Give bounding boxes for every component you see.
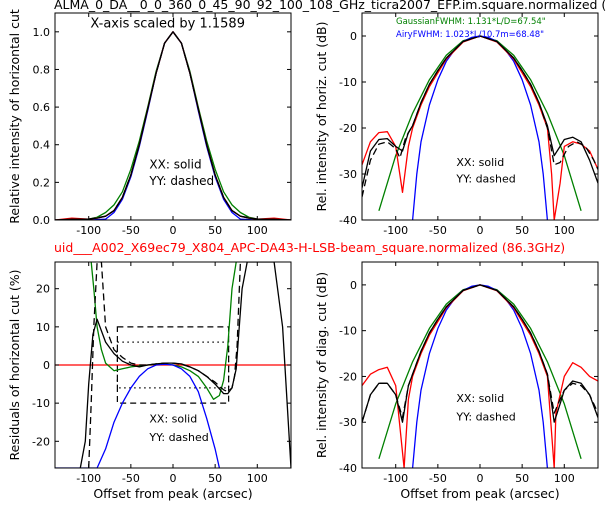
y-tick-label: -30 bbox=[339, 168, 357, 181]
x-tick-label: 50 bbox=[515, 472, 529, 485]
y-tick-label: -40 bbox=[339, 214, 357, 227]
x-tick-label: 100 bbox=[247, 472, 268, 485]
series-line-000000-dashed bbox=[55, 31, 291, 220]
panel-p2: -100 -50 0 50 100 0 -10 -20 -30 -40 Rel. intensity… bbox=[314, 12, 599, 237]
series-line-000000-dashed bbox=[88, 262, 242, 468]
x-axis-label: Offset from peak (arcsec) bbox=[93, 486, 252, 501]
x-tick-label: 0 bbox=[170, 472, 177, 485]
y-tick-label: 0.2 bbox=[33, 176, 51, 189]
y-tick-label: 0.0 bbox=[33, 214, 51, 227]
axes-frame bbox=[54, 12, 292, 221]
x-tick-label: -100 bbox=[76, 224, 101, 237]
series-line-008000-solid bbox=[55, 31, 291, 220]
axes-frame bbox=[361, 12, 599, 221]
y-axis-label: Relative intensity of horizontal cut bbox=[7, 9, 22, 224]
series-line-008000-solid bbox=[90, 262, 237, 400]
axes-frame bbox=[361, 261, 599, 469]
x-tick-label: -100 bbox=[383, 472, 408, 485]
annotation-text: YY: dashed bbox=[148, 431, 208, 444]
x-tick-label: 100 bbox=[247, 224, 268, 237]
y-tick-label: 20 bbox=[36, 283, 50, 296]
y-tick-label: -10 bbox=[32, 397, 50, 410]
x-tick-label: -50 bbox=[122, 472, 140, 485]
annotation-text: YY: dashed bbox=[148, 174, 214, 188]
y-tick-label: 0 bbox=[350, 30, 357, 43]
y-tick-label: 0.6 bbox=[33, 101, 51, 114]
y-tick-label: -20 bbox=[339, 370, 357, 383]
series-line-008000-solid bbox=[378, 284, 582, 459]
series-line-000000-solid bbox=[79, 262, 291, 468]
x-tick-label: -50 bbox=[122, 224, 140, 237]
legend-entry: AiryFWHM: 1.023*L/10.7m=68.48" bbox=[396, 30, 544, 40]
series-line-000000-solid bbox=[362, 284, 598, 423]
annotation-text: X-axis scaled by 1.1589 bbox=[90, 16, 245, 31]
y-axis-label: Residuals of horizontal cut (%) bbox=[7, 270, 22, 461]
plot-area bbox=[362, 284, 598, 468]
y-tick-label: 10 bbox=[36, 321, 50, 334]
y-tick-label: -20 bbox=[32, 435, 50, 448]
series-line-0000ff-solid bbox=[55, 363, 221, 468]
series-line-000000-dashed bbox=[362, 284, 598, 423]
x-tick-label: 100 bbox=[554, 224, 575, 237]
y-tick-label: 0.4 bbox=[33, 139, 51, 152]
figure-top-title: ALMA_0_DA__0_0_360_0_45_90_92_100_108_GH… bbox=[54, 0, 606, 12]
panel-p4: -100 -50 0 50 100 0 -10 -20 -30 -40 Rel. intensity… bbox=[314, 261, 599, 501]
annotation-text: XX: solid bbox=[149, 413, 197, 426]
tolerance-box-dashed bbox=[116, 326, 230, 404]
y-tick-label: 1.0 bbox=[33, 26, 51, 39]
annotation-text: YY: dashed bbox=[455, 173, 515, 186]
series-line-000000-dashed bbox=[362, 35, 598, 198]
x-tick-label: 50 bbox=[208, 472, 222, 485]
plot-area bbox=[55, 31, 291, 220]
x-tick-label: 50 bbox=[515, 224, 529, 237]
y-tick-label: 0.8 bbox=[33, 63, 51, 76]
series-line-000000-solid bbox=[55, 31, 291, 220]
y-tick-label: 0 bbox=[350, 279, 357, 292]
y-tick-label: -10 bbox=[339, 76, 357, 89]
figure-mid-title: uid___A002_X69ec79_X804_APC-DA43-H-LSB-b… bbox=[54, 240, 565, 255]
x-tick-label: 50 bbox=[208, 224, 222, 237]
legend-entry: GaussianFWHM: 1.131*L/D=67.54" bbox=[396, 17, 546, 27]
y-tick-label: 0 bbox=[43, 359, 50, 372]
panel-p1: -100 -50 0 50 100 0.0 0.2 0.4 0.6 0.8 1.0 Relative … bbox=[7, 9, 292, 237]
x-tick-label: -100 bbox=[383, 224, 408, 237]
annotation-text: XX: solid bbox=[456, 392, 504, 405]
y-tick-label: -40 bbox=[339, 462, 357, 475]
y-axis-label: Rel. intensity of horiz. cut (dB) bbox=[314, 21, 329, 211]
y-tick-label: -10 bbox=[339, 325, 357, 338]
x-axis-label: Offset from peak (arcsec) bbox=[400, 486, 559, 501]
x-tick-label: 0 bbox=[477, 472, 484, 485]
x-tick-label: -100 bbox=[76, 472, 101, 485]
annotation-text: XX: solid bbox=[149, 157, 201, 171]
y-tick-label: -20 bbox=[339, 122, 357, 135]
annotation-text: YY: dashed bbox=[455, 411, 515, 424]
plot-area bbox=[362, 35, 598, 220]
series-line-ff0000-solid bbox=[362, 35, 598, 220]
x-tick-label: 0 bbox=[477, 224, 484, 237]
x-tick-label: 100 bbox=[554, 472, 575, 485]
x-tick-label: 0 bbox=[170, 224, 177, 237]
y-axis-label: Rel. intensity of diag. cut (dB) bbox=[314, 272, 329, 458]
series-line-0000ff-solid bbox=[411, 35, 549, 220]
annotation-text: XX: solid bbox=[456, 156, 504, 169]
series-line-ff0000-solid bbox=[362, 284, 598, 468]
x-tick-label: -50 bbox=[429, 472, 447, 485]
series-line-0000ff-solid bbox=[55, 31, 291, 220]
y-tick-label: -30 bbox=[339, 416, 357, 429]
plot-area bbox=[55, 262, 291, 468]
x-tick-label: -50 bbox=[429, 224, 447, 237]
series-line-ff0000-solid bbox=[55, 31, 291, 220]
series-line-0000ff-solid bbox=[411, 284, 549, 468]
